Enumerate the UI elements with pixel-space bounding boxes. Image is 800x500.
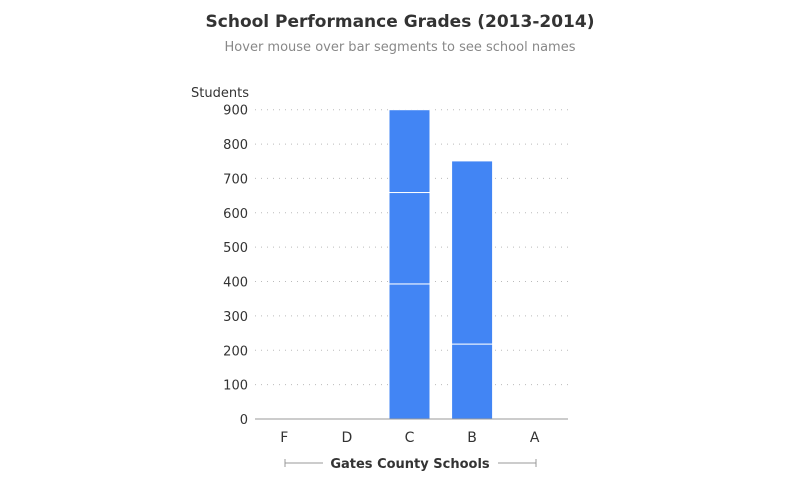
- bar-segment-C-1[interactable]: [388, 192, 431, 285]
- y-tick-label: 400: [223, 276, 248, 291]
- x-axis-title: Gates County Schools: [330, 457, 490, 472]
- y-tick-label: 600: [223, 207, 248, 222]
- bar-segment-B-0[interactable]: [451, 343, 494, 420]
- y-tick-label: 700: [223, 172, 248, 187]
- y-tick-label: 800: [223, 138, 248, 153]
- bar-segment-C-2[interactable]: [388, 109, 431, 194]
- bar-segment-B-1[interactable]: [451, 160, 494, 345]
- x-tick-label: C: [405, 430, 415, 446]
- y-tick-label: 500: [223, 241, 248, 256]
- x-tick-label: F: [280, 430, 288, 446]
- x-tick-label: B: [467, 430, 477, 446]
- x-tick-label: D: [342, 430, 353, 446]
- y-tick-label: 100: [223, 379, 248, 394]
- bar-segment-C-0[interactable]: [388, 283, 431, 420]
- y-tick-label: 900: [223, 104, 248, 119]
- x-axis-title-group: Gates County Schools: [284, 457, 537, 472]
- y-tick-label: 0: [240, 413, 248, 428]
- y-tick-label: 300: [223, 310, 248, 325]
- chart-subtitle: Hover mouse over bar segments to see sch…: [225, 40, 576, 55]
- y-axis-label: Students: [191, 86, 249, 101]
- y-tick-label: 200: [223, 344, 248, 359]
- x-tick-label: A: [530, 430, 540, 446]
- chart-title: School Performance Grades (2013-2014): [206, 12, 595, 32]
